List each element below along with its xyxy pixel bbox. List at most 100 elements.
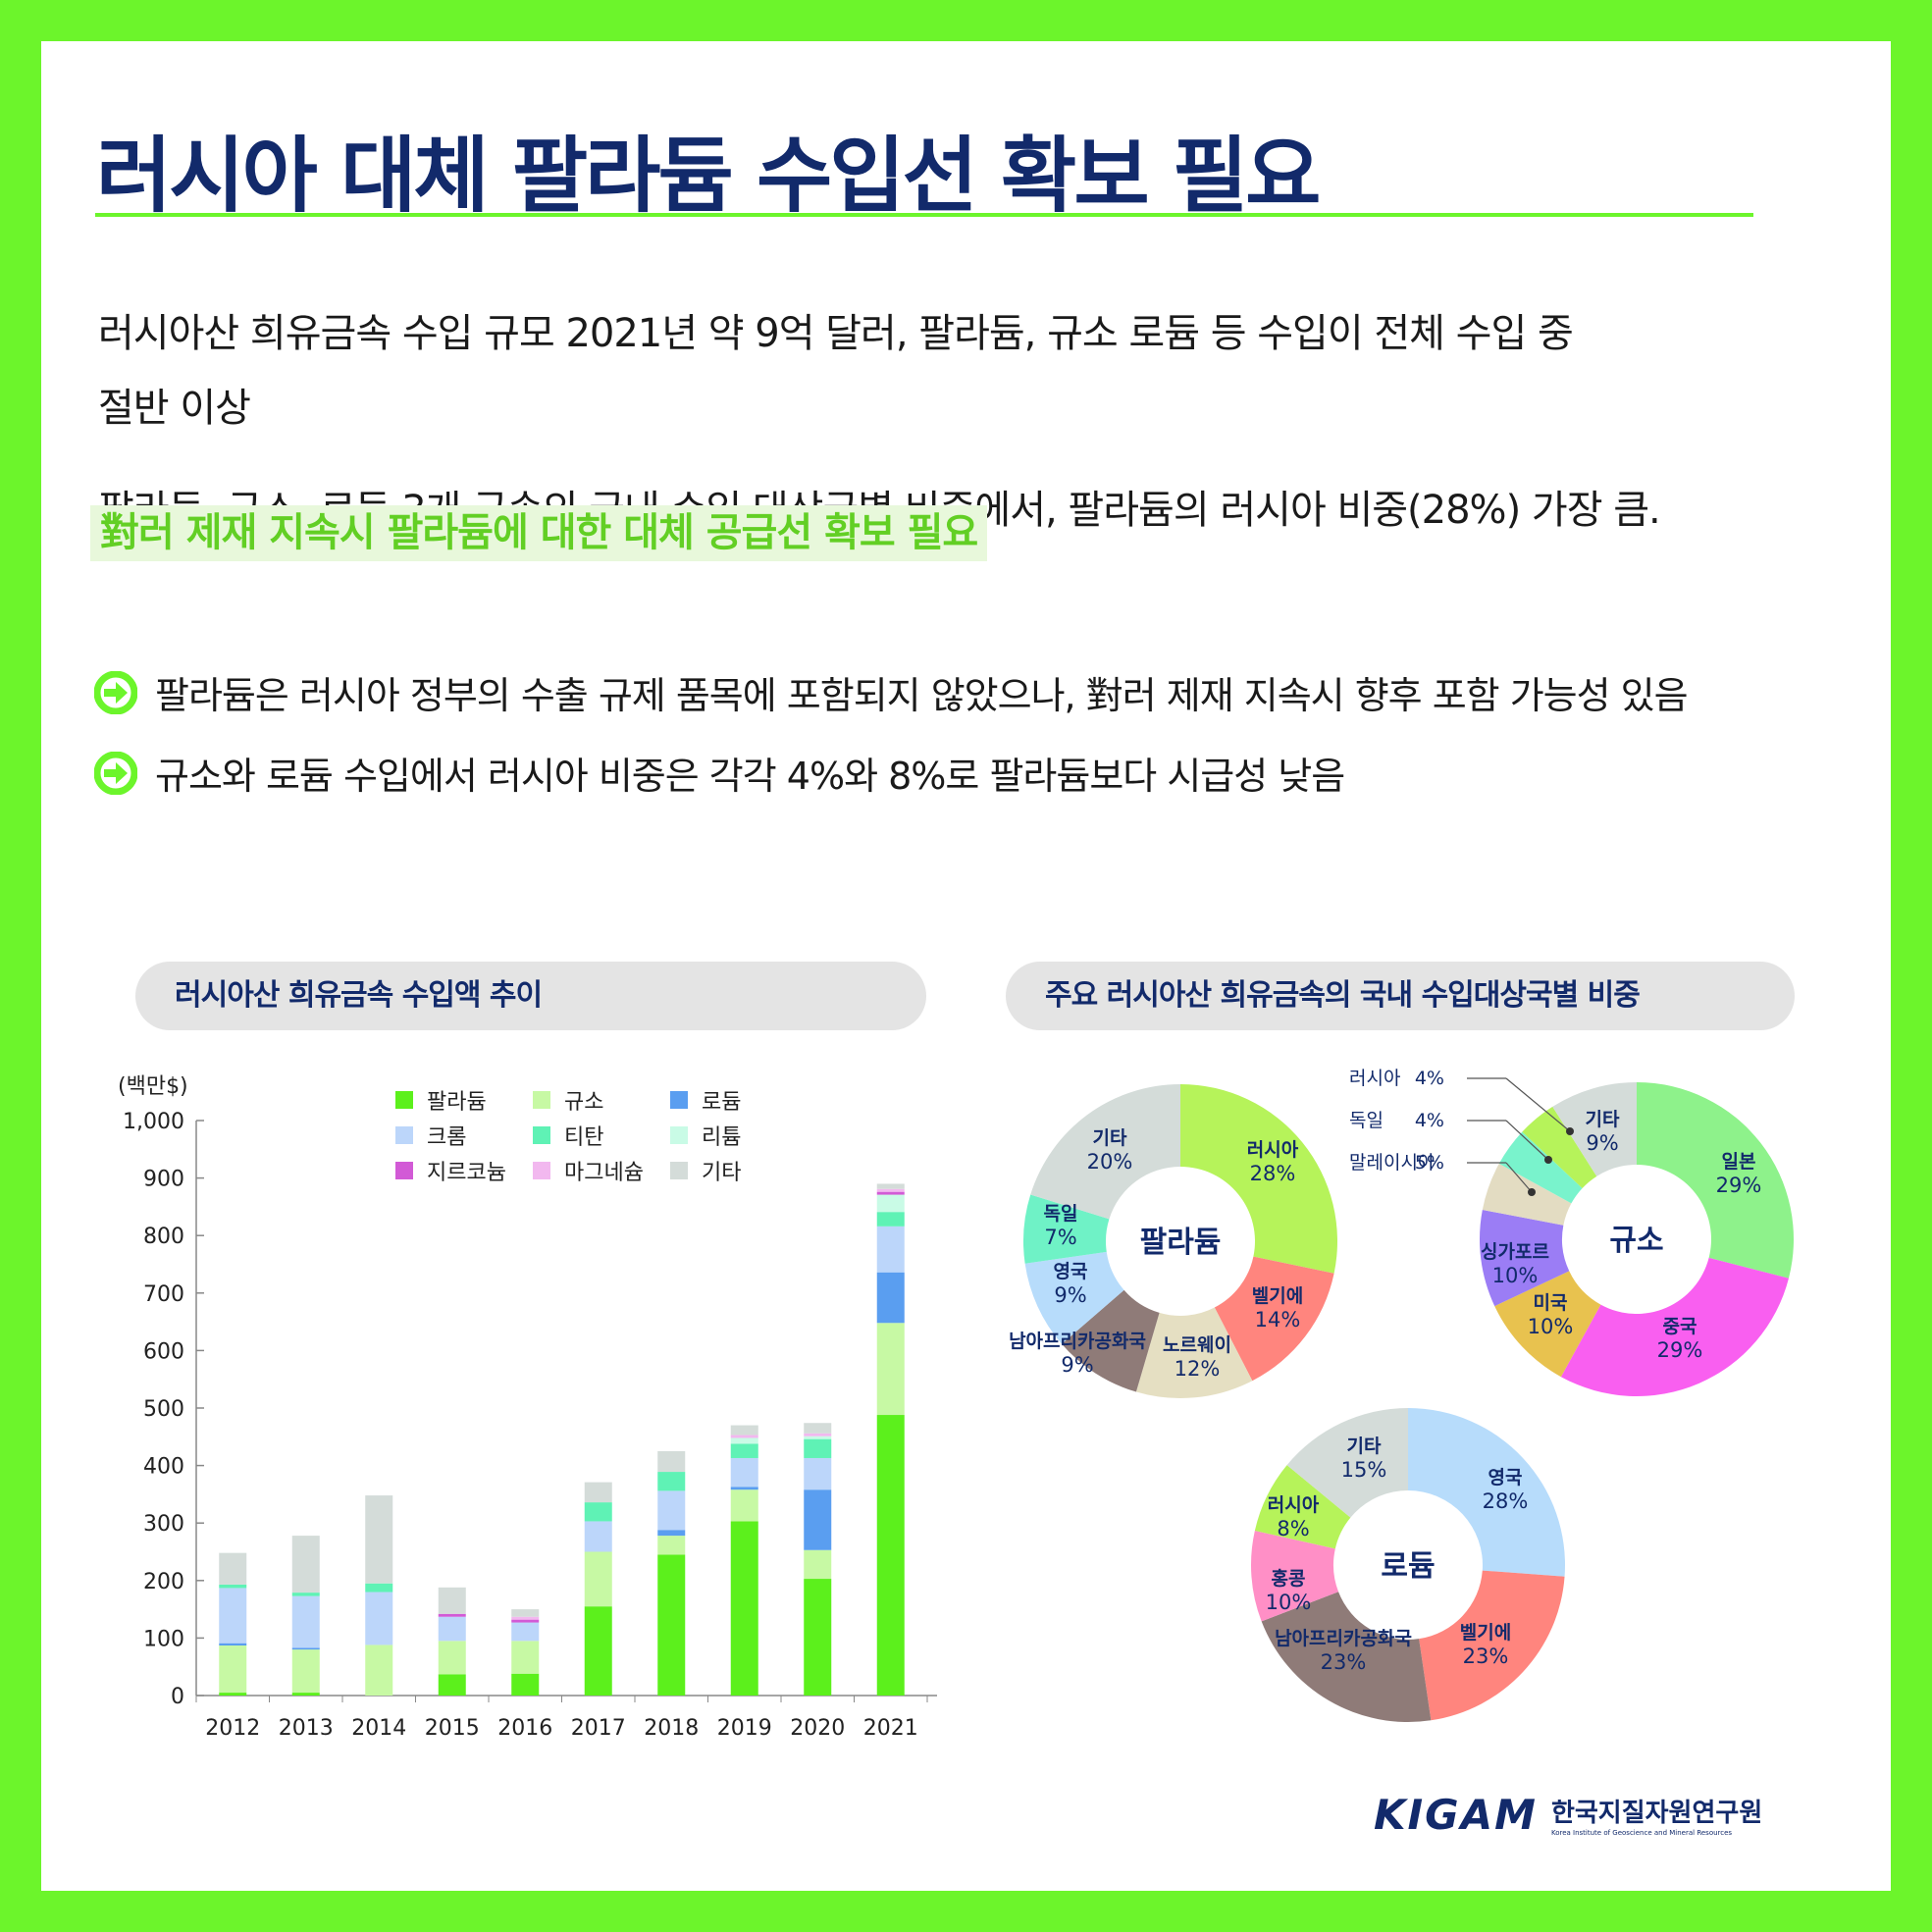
slice-label: 말레이시아 — [1349, 1152, 1435, 1174]
y-axis-label: (백만$) — [118, 1074, 188, 1099]
bar-segment — [438, 1674, 466, 1696]
bar-segment — [511, 1673, 540, 1696]
pie-slice — [1180, 1084, 1337, 1274]
bar-segment — [365, 1645, 393, 1696]
slice-label: 기타 — [1347, 1436, 1382, 1457]
arrow-circle-icon — [94, 751, 137, 795]
legend-swatch — [395, 1126, 413, 1144]
x-tick-label: 2014 — [351, 1716, 406, 1741]
bar-segment — [511, 1641, 540, 1674]
legend-swatch — [533, 1126, 550, 1144]
bar-segment — [876, 1183, 905, 1189]
legend-swatch — [395, 1162, 413, 1179]
legend-label: 마그네슘 — [564, 1161, 644, 1185]
bar-segment — [876, 1194, 905, 1213]
bar-segment — [804, 1549, 832, 1580]
bar-segment — [876, 1188, 905, 1192]
pie-slice — [1482, 1163, 1572, 1226]
callout-line — [1505, 1077, 1571, 1132]
bar-segment — [730, 1437, 758, 1444]
slice-percent: 15% — [1341, 1458, 1387, 1482]
bar-segment — [876, 1415, 905, 1696]
bar-segment — [438, 1587, 466, 1614]
slice-label: 노르웨이 — [1163, 1334, 1231, 1356]
y-tick-label: 900 — [143, 1168, 184, 1192]
bar-segment — [219, 1693, 247, 1696]
legend-swatch — [395, 1091, 413, 1109]
y-tick-label: 800 — [143, 1225, 184, 1249]
pie-slice — [1560, 1257, 1789, 1396]
bar-segment — [365, 1583, 393, 1593]
x-tick-label: 2013 — [279, 1716, 334, 1741]
title-divider — [95, 213, 1753, 217]
bar-segment — [511, 1619, 540, 1623]
pie-charts: 팔라듐러시아28%벨기에14%노르웨이12%남아프리카공화국9%영국9%독일7%… — [1009, 1068, 1794, 1722]
highlight-text: 對러 제재 지속시 팔라듐에 대한 대체 공급선 확보 필요 — [90, 505, 988, 561]
slice-label: 일본 — [1722, 1151, 1756, 1173]
slice-percent: 5% — [1415, 1152, 1444, 1174]
bar-segment — [804, 1489, 832, 1550]
legend-swatch — [670, 1126, 688, 1144]
y-tick-label: 600 — [143, 1339, 184, 1364]
bar-segment — [730, 1489, 758, 1522]
slice-percent: 9% — [1061, 1353, 1093, 1377]
section-title-bar-chart: 러시아산 희유금속 수입액 추이 — [135, 962, 926, 1030]
bar-segment — [804, 1579, 832, 1696]
slice-percent: 12% — [1175, 1357, 1221, 1381]
bar-segment — [584, 1502, 612, 1522]
pie-slice — [1637, 1082, 1794, 1279]
bar-segment — [438, 1616, 466, 1642]
pie-slice — [1552, 1082, 1637, 1176]
pie-center-title: 팔라듐 — [1140, 1226, 1222, 1260]
legend-label: 팔라듐 — [427, 1090, 487, 1115]
bullet-text: 규소와 로듐 수입에서 러시아 비중은 각각 4%와 8%로 팔라듐보다 시급성… — [155, 755, 1345, 798]
legend-label: 기타 — [702, 1161, 741, 1185]
pie-slice — [1261, 1592, 1432, 1722]
bar-segment — [730, 1457, 758, 1488]
slice-percent: 4% — [1415, 1110, 1444, 1131]
y-tick-label: 700 — [143, 1282, 184, 1307]
slice-percent: 9% — [1586, 1131, 1618, 1155]
callout-dot — [1544, 1156, 1552, 1164]
x-tick-label: 2015 — [425, 1716, 480, 1741]
bar-segment — [804, 1423, 832, 1434]
logo-org-name: 한국지질자원연구원 — [1550, 1799, 1763, 1828]
bar-segment — [511, 1622, 540, 1642]
bar-segment — [730, 1435, 758, 1438]
legend-label: 크롬 — [427, 1125, 466, 1150]
slice-percent: 29% — [1657, 1338, 1703, 1362]
bar-segment — [291, 1593, 320, 1596]
bar-segment — [219, 1645, 247, 1694]
pie-slice — [1030, 1084, 1180, 1220]
slice-label: 독일 — [1349, 1110, 1384, 1131]
bar-segment — [365, 1495, 393, 1584]
bar-segment — [730, 1425, 758, 1436]
x-tick-label: 2019 — [717, 1716, 772, 1741]
slice-percent: 10% — [1528, 1315, 1574, 1338]
section-title-pie-charts: 주요 러시아산 희유금속의 국내 수입대상국별 비중 — [1006, 962, 1795, 1030]
slice-label: 남아프리카공화국 — [1275, 1628, 1412, 1649]
slice-label: 홍콩 — [1272, 1567, 1306, 1590]
bar-segment — [876, 1272, 905, 1324]
bar-segment — [365, 1592, 393, 1645]
bar-segment — [584, 1606, 612, 1696]
y-tick-label: 400 — [143, 1455, 184, 1480]
slice-percent: 23% — [1321, 1650, 1367, 1674]
y-tick-label: 1,000 — [123, 1110, 184, 1134]
bar-segment — [584, 1551, 612, 1607]
bar-segment — [804, 1438, 832, 1458]
bar-segment — [804, 1457, 832, 1490]
pie-center-title: 로듐 — [1381, 1549, 1435, 1584]
logo-org-name-en: Korea Institute of Geoscience and Minera… — [1550, 1829, 1733, 1837]
bar-segment — [584, 1521, 612, 1552]
slice-percent: 28% — [1483, 1489, 1529, 1513]
paragraph-1-line-1: 러시아산 희유금속 수입 규모 2021년 약 9억 달러, 팔라듐, 규소 로… — [98, 311, 1574, 356]
bar-segment — [657, 1554, 686, 1696]
legend-label: 로듐 — [702, 1090, 741, 1115]
bar-segment — [657, 1530, 686, 1537]
bar-segment — [657, 1490, 686, 1531]
x-tick-label: 2018 — [644, 1716, 699, 1741]
slice-label: 독일 — [1044, 1203, 1078, 1225]
pie-slice — [1023, 1194, 1110, 1264]
bullet-item: 규소와 로듐 수입에서 러시아 비중은 각각 4%와 8%로 팔라듐보다 시급성… — [94, 746, 1345, 800]
